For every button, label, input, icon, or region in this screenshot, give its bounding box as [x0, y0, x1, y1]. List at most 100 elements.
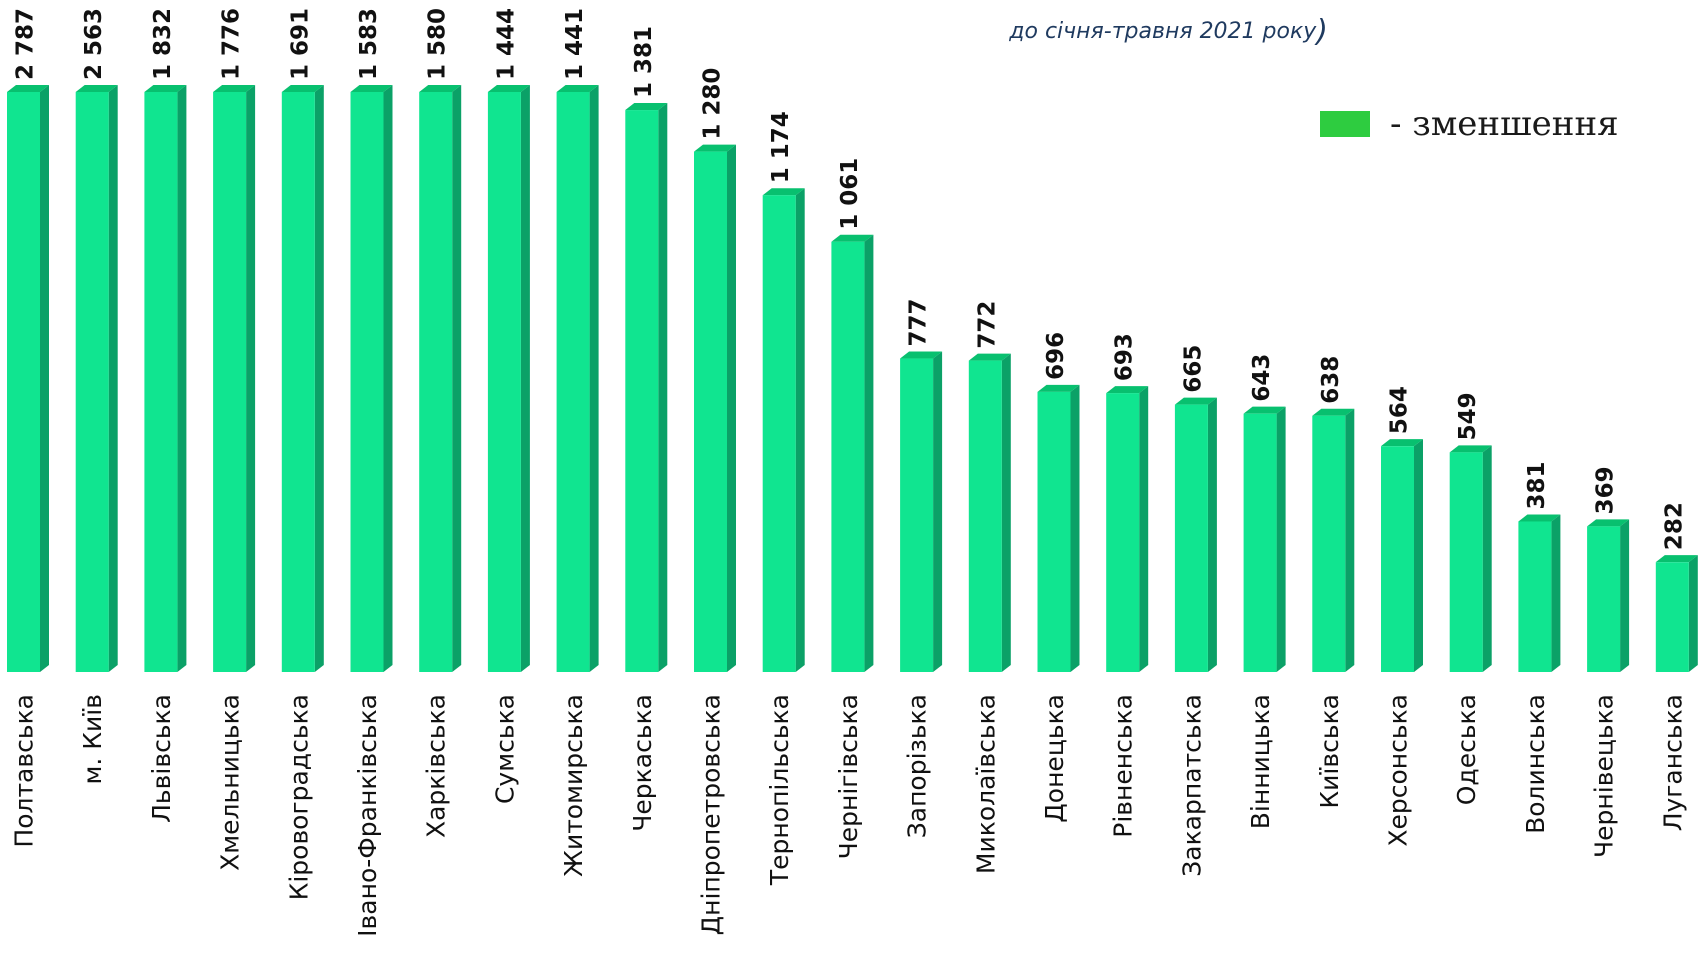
bar-front [762, 195, 796, 672]
bar-side [40, 85, 49, 672]
bar-22 [1449, 445, 1492, 672]
value-label: 693 [1112, 333, 1138, 381]
value-label: 665 [1180, 345, 1206, 393]
category-label: Хмельницька [216, 694, 245, 871]
bar-side [933, 351, 943, 672]
bar-top [968, 353, 1011, 361]
category-label: Львівська [147, 694, 176, 823]
value-label: 1 832 [150, 8, 176, 80]
bar-top [281, 85, 324, 92]
bar-top [1312, 408, 1355, 416]
value-label: 777 [906, 299, 932, 347]
value-label: 282 [1661, 502, 1687, 550]
category-label: Київська [1315, 694, 1344, 809]
bar-14 [900, 351, 943, 672]
category-label: Волинська [1521, 694, 1550, 834]
bar-top [1106, 386, 1149, 394]
category-label: Кіровоградська [284, 694, 313, 900]
bar-23 [1518, 514, 1561, 672]
category-label: Чернівецька [1590, 694, 1619, 858]
value-label: 2 563 [81, 8, 107, 80]
bar-top [762, 188, 805, 196]
bar-16 [1037, 384, 1080, 672]
value-label: 1 776 [219, 8, 245, 80]
bar-side [658, 103, 668, 673]
value-label: 643 [1249, 354, 1275, 402]
category-label: Черкаська [628, 694, 657, 832]
category-label: Полтавська [10, 694, 39, 848]
bar-side [520, 85, 530, 672]
bar-top [144, 85, 187, 92]
bar-side [177, 85, 187, 672]
bar-top [487, 85, 530, 92]
bar-top [556, 85, 599, 92]
subtitle-text: до січня-травня 2021 року [1009, 19, 1317, 44]
value-label: 1 583 [356, 8, 382, 80]
bar-top [419, 85, 462, 92]
bar-top [1518, 514, 1561, 522]
bar-front [1449, 452, 1483, 672]
bar-top [350, 85, 393, 92]
bar-front [900, 358, 934, 672]
bar-top [900, 351, 943, 359]
bar-5 [281, 85, 324, 672]
bar-21 [1381, 439, 1423, 672]
bar-6 [350, 85, 393, 672]
value-label: 369 [1593, 466, 1619, 514]
bar-1 [7, 85, 49, 672]
bar-18 [1174, 397, 1217, 672]
value-label: 696 [1043, 332, 1069, 380]
bar-side [1345, 408, 1355, 672]
bar-side [864, 234, 874, 673]
category-label: м. Київ [78, 694, 107, 784]
bar-side [589, 85, 599, 672]
bar-side [314, 85, 324, 672]
bar-side [246, 85, 256, 672]
value-label: 2 787 [13, 8, 39, 80]
bar-front [1587, 526, 1621, 672]
bar-front [831, 241, 865, 673]
bar-front [1655, 562, 1689, 672]
bar-10 [625, 103, 668, 673]
bar-front [213, 92, 247, 672]
bar-side [383, 85, 393, 672]
bar-top [213, 85, 256, 92]
bar-top [1655, 555, 1698, 563]
bar-side [1276, 406, 1286, 672]
bar-19 [1243, 406, 1286, 672]
bar-side [1551, 514, 1561, 672]
bar-top [1037, 384, 1080, 392]
bar-front [487, 92, 521, 672]
value-label: 1 441 [562, 8, 588, 80]
bar-top [75, 85, 118, 92]
bar-top [694, 144, 736, 152]
category-label: Запорізька [903, 694, 932, 838]
bar-top [1449, 445, 1492, 453]
value-label: 1 444 [493, 8, 519, 80]
bar-13 [831, 234, 874, 673]
chart-subtitle: до січня-травня 2021 року) [1009, 14, 1328, 49]
bar-3 [144, 85, 187, 672]
value-label: 638 [1318, 356, 1344, 404]
bar-front [625, 110, 659, 673]
category-label: Івано-Франківська [353, 694, 382, 937]
bar-front [1106, 393, 1140, 672]
bar-2 [75, 85, 118, 672]
value-label: 1 381 [631, 26, 657, 98]
bar-front [1037, 391, 1071, 672]
bar-front [1312, 415, 1346, 672]
category-label: Закарпатська [1177, 694, 1206, 877]
bar-front [556, 92, 590, 672]
value-label: 1 691 [287, 8, 313, 80]
bar-front [1518, 521, 1552, 672]
value-label: 549 [1455, 392, 1481, 440]
bar-7 [419, 85, 462, 672]
bar-top [1587, 519, 1630, 527]
category-label: Одеська [1452, 694, 1481, 805]
bar-side [795, 188, 805, 672]
value-label: 1 174 [768, 111, 794, 183]
bar-4 [213, 85, 256, 672]
bar-front [281, 92, 315, 672]
bar-side [1688, 555, 1698, 672]
